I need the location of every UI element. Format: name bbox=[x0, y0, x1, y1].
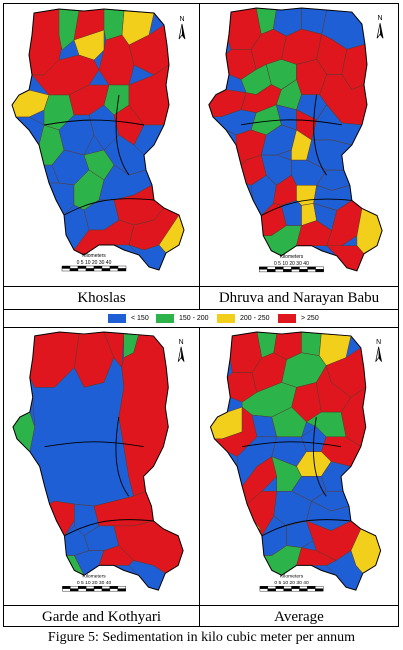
panel-title: Khoslas bbox=[77, 290, 126, 306]
scale-bar-ticks: 0 5 10 20 30 40 bbox=[77, 580, 112, 586]
legend-item: < 150 bbox=[108, 313, 149, 324]
legend-swatch bbox=[278, 314, 296, 323]
legend-swatch bbox=[108, 314, 126, 323]
map-panel-garde: N Kilometers 0 5 10 20 30 40 bbox=[4, 328, 199, 605]
map-panel-average: N Kilometers 0 5 10 20 30 40 bbox=[200, 328, 398, 605]
district-region bbox=[271, 406, 307, 438]
svg-text:N: N bbox=[179, 16, 184, 23]
scale-bar-ticks: 0 5 10 20 30 40 bbox=[274, 261, 309, 267]
north-arrow-icon: N bbox=[375, 339, 382, 362]
legend-swatch bbox=[217, 314, 235, 323]
district-region bbox=[301, 331, 322, 356]
district-region bbox=[31, 54, 100, 96]
map-panel-dhruva: N Kilometers 0 5 10 20 30 40 bbox=[200, 4, 398, 286]
divider bbox=[3, 327, 399, 328]
district-region bbox=[356, 208, 383, 255]
figure-caption: Figure 5: Sedimentation in kilo cubic me… bbox=[47, 630, 356, 645]
scale-bar-ticks: 0 5 10 20 30 40 bbox=[274, 580, 309, 586]
district-region bbox=[286, 520, 314, 548]
scale-bar-title: Kilometers bbox=[280, 254, 304, 260]
legend-label: < 150 bbox=[131, 315, 149, 322]
panel-title: Dhruva and Narayan Babu bbox=[218, 290, 380, 306]
north-arrow-icon: N bbox=[376, 15, 384, 39]
divider bbox=[199, 327, 200, 627]
map-panel-khoslas: N Kilometers 0 5 10 20 30 40 bbox=[4, 4, 199, 286]
panel-title: Average bbox=[274, 609, 324, 625]
legend-label: 150 - 200 bbox=[179, 315, 209, 322]
legend-label: 200 - 250 bbox=[240, 315, 270, 322]
legend-item: 150 - 200 bbox=[156, 313, 209, 324]
divider bbox=[199, 3, 200, 309]
legend-swatch bbox=[156, 314, 174, 323]
panel-title: Garde and Kothyari bbox=[41, 609, 162, 625]
legend-label: > 250 bbox=[301, 315, 319, 322]
scale-bar-ticks: 0 5 10 20 30 40 bbox=[77, 260, 112, 266]
scale-bar-title: Kilometers bbox=[82, 253, 106, 259]
scale-bar-title: Kilometers bbox=[280, 573, 304, 579]
divider bbox=[3, 309, 399, 310]
legend-item: 200 - 250 bbox=[217, 313, 270, 324]
legend-item: > 250 bbox=[278, 313, 319, 324]
svg-text:N: N bbox=[378, 15, 383, 22]
north-arrow-icon: N bbox=[178, 16, 186, 40]
scale-bar-title: Kilometers bbox=[82, 573, 106, 579]
north-arrow-icon: N bbox=[177, 339, 185, 362]
svg-text:N: N bbox=[179, 339, 184, 346]
svg-text:N: N bbox=[376, 339, 381, 346]
divider bbox=[3, 605, 399, 606]
divider bbox=[3, 286, 399, 287]
figure-frame bbox=[3, 3, 399, 627]
map-legend: < 150 150 - 200 200 - 250 > 250 bbox=[4, 311, 398, 326]
